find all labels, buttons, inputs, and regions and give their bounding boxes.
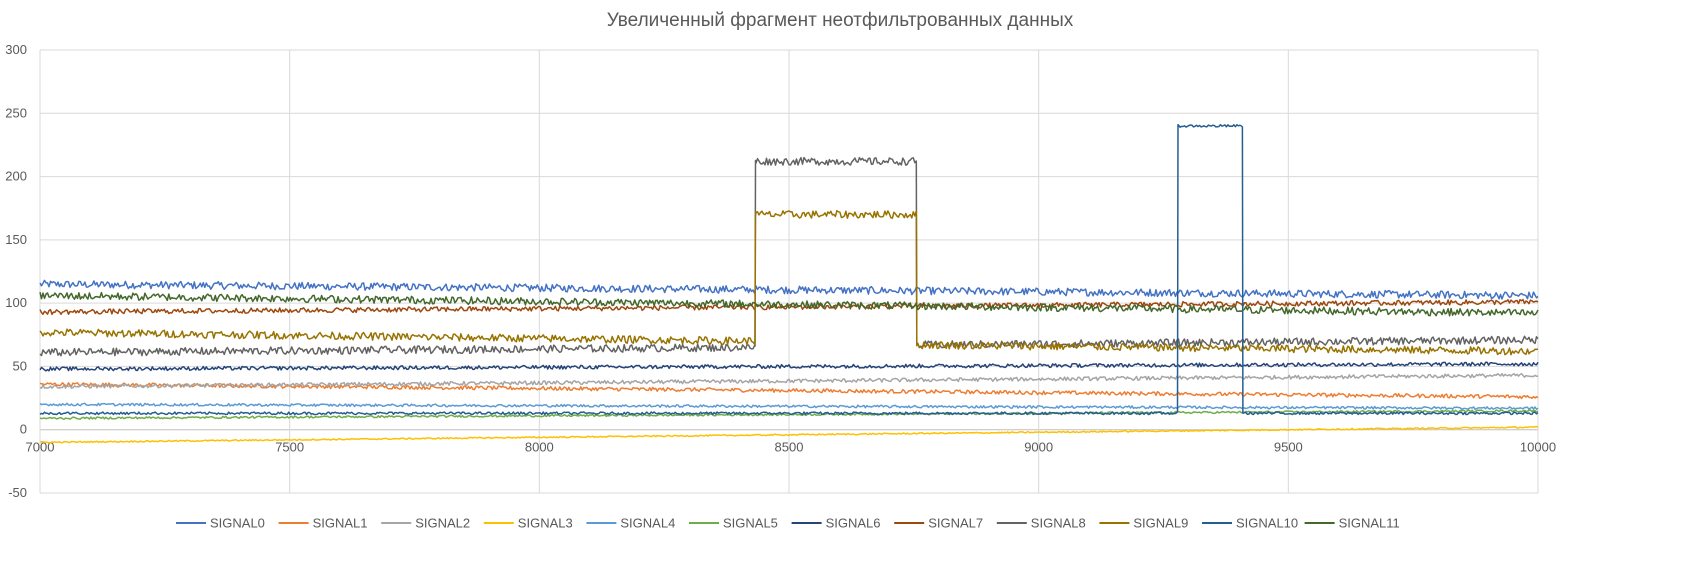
legend-label: SIGNAL1 <box>313 516 368 531</box>
chart-title: Увеличенный фрагмент неотфильтрованных д… <box>607 10 1074 31</box>
series-line-signal3 <box>39 425 1539 444</box>
series-line-signal2 <box>39 372 1539 389</box>
legend-label: SIGNAL6 <box>826 516 881 531</box>
legend-label: SIGNAL0 <box>210 516 265 531</box>
x-tick-label: 9000 <box>1024 440 1053 455</box>
legend-label: SIGNAL4 <box>620 516 675 531</box>
legend-label: SIGNAL9 <box>1133 516 1188 531</box>
series-line-signal5 <box>39 409 1539 420</box>
series-line-signal6 <box>39 361 1539 372</box>
series-group <box>39 123 1539 444</box>
x-tick-label: 9500 <box>1274 440 1303 455</box>
y-tick-label: 150 <box>5 232 27 247</box>
series-line-signal8 <box>39 156 1539 357</box>
legend: SIGNAL0 SIGNAL1 SIGNAL2 SIGNAL3 SIGNAL4 SIGNA… <box>176 516 1400 531</box>
series-line-signal10 <box>39 123 1539 416</box>
y-tick-label: 50 <box>13 358 27 373</box>
y-tick-label: 300 <box>5 42 27 57</box>
y-tick-label: 250 <box>5 105 27 120</box>
y-tick-label: 100 <box>5 295 27 310</box>
series-line-signal4 <box>39 402 1539 411</box>
series-line-signal9 <box>39 209 1539 356</box>
legend-label: SIGNAL3 <box>518 516 573 531</box>
y-tick-label: 0 <box>20 422 27 437</box>
legend-label: SIGNAL8 <box>1031 516 1086 531</box>
series-line-signal7 <box>39 298 1539 316</box>
grid <box>39 49 1539 494</box>
x-tick-label: 8000 <box>525 440 554 455</box>
legend-label: SIGNAL10 <box>1236 516 1298 531</box>
x-tick-label: 10000 <box>1520 440 1556 455</box>
legend-label: SIGNAL2 <box>415 516 470 531</box>
series-line-signal11 <box>39 291 1539 317</box>
legend-label: SIGNAL11 <box>1339 516 1400 531</box>
legend-label: SIGNAL5 <box>723 516 778 531</box>
legend-label: SIGNAL7 <box>928 516 983 531</box>
x-tick-label: 7000 <box>26 440 55 455</box>
x-tick-label: 7500 <box>275 440 304 455</box>
axis-tick-labels: -50 0 50 100 150 200 250 300 7000 7500 8000 8500 900… <box>5 42 1556 500</box>
y-tick-label: -50 <box>8 485 27 500</box>
x-tick-label: 8500 <box>775 440 804 455</box>
y-tick-label: 200 <box>5 169 27 184</box>
series-line-signal0 <box>39 279 1539 300</box>
